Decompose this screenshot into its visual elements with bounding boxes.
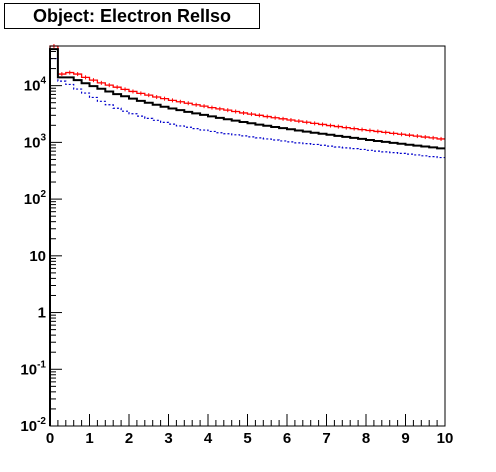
y-tick-label: 102 [24, 189, 47, 208]
x-tick-label: 4 [204, 430, 213, 447]
tick-labels: 0 1 2 3 4 5 6 7 8 9 10 10-2 10-1 1 10 102 103 104 [20, 76, 453, 447]
x-tick-label: 7 [322, 430, 330, 447]
y-tick-label: 103 [24, 132, 47, 151]
x-tick-label: 10 [437, 430, 454, 447]
x-tick-label: 9 [401, 430, 409, 447]
axis-ticks [49, 45, 446, 427]
y-tick-label: 10-2 [20, 416, 46, 435]
y-tick-label: 104 [24, 76, 47, 95]
x-tick-label: 3 [164, 430, 172, 447]
x-tick-label: 0 [46, 430, 54, 447]
plot-frame [49, 45, 446, 427]
y-tick-label: 10 [29, 248, 46, 265]
histogram-curves [49, 44, 445, 426]
x-tick-label: 2 [125, 430, 133, 447]
series-1-line [49, 48, 445, 426]
x-tick-label: 5 [243, 430, 251, 447]
x-tick-label: 1 [85, 430, 93, 447]
x-tick-label: 8 [362, 430, 370, 447]
y-tick-label: 10-1 [20, 359, 46, 378]
chart-title: Object: Electron RelIso [32, 6, 232, 26]
series-0-line [49, 45, 445, 426]
y-tick-label: 1 [38, 305, 46, 322]
title-box: Object: Electron RelIso [4, 3, 260, 29]
x-tick-label: 6 [283, 430, 291, 447]
